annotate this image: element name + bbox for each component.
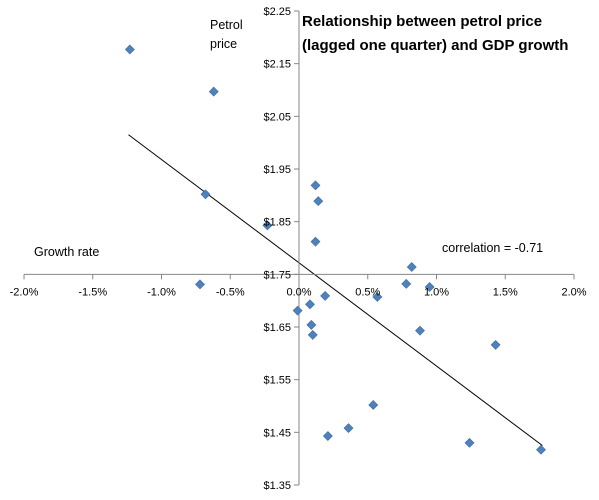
- scatter-point: [372, 292, 383, 302]
- y-axis-title-line-2: price: [210, 37, 237, 51]
- points-layer: [124, 44, 546, 455]
- scatter-point: [292, 305, 303, 316]
- scatter-point: [310, 180, 321, 191]
- scatter-point: [200, 189, 211, 200]
- scatter-point: [208, 86, 219, 97]
- y-tick-label: $2.25: [263, 6, 291, 18]
- chart-title-line-2: (lagged one quarter) and GDP growth: [302, 37, 568, 54]
- x-tick-label: -1.5%: [78, 286, 107, 298]
- scatter-point: [195, 279, 205, 290]
- x-tick-label: 2.0%: [561, 286, 586, 298]
- y-tick-label: $1.95: [263, 164, 291, 176]
- y-axis-title-line-1: Petrol: [210, 18, 243, 32]
- scatter-point: [306, 319, 317, 330]
- tick-labels-layer: -2.0% -1.5% -1.0% -0.5% 0.0% 0.5% 1.0% 1.5% 2.0%…: [10, 6, 587, 492]
- x-axis-title: Growth rate: [34, 245, 99, 259]
- scatter-point: [406, 262, 417, 272]
- scatter-point: [424, 282, 435, 292]
- y-tick-label: $2.15: [263, 59, 291, 71]
- scatter-point: [310, 236, 321, 247]
- scatter-point: [262, 220, 273, 231]
- scatter-point: [307, 329, 318, 340]
- scatter-point: [124, 44, 135, 55]
- correlation-annotation: correlation = -0.71: [442, 241, 543, 255]
- x-tick-label: -2.0%: [10, 286, 39, 298]
- chart-title-line-1: Relationship between petrol price: [302, 13, 542, 30]
- scatter-point: [536, 444, 546, 455]
- y-tick-label: $1.75: [263, 269, 291, 281]
- scatter-point: [490, 339, 501, 350]
- x-tick-label: 0.0%: [286, 286, 311, 298]
- scatter-point: [320, 291, 331, 301]
- y-tick-label: $1.55: [263, 375, 291, 387]
- scatter-point: [464, 437, 475, 448]
- y-tick-label: $2.05: [263, 111, 291, 123]
- x-tick-label: 0.5%: [355, 286, 380, 298]
- y-tick-label: $1.85: [263, 217, 291, 229]
- x-tick-label: -0.5%: [216, 286, 245, 298]
- trendline-layer: [128, 134, 543, 446]
- x-tick-label: 1.0%: [424, 286, 449, 298]
- x-tick-label: -1.0%: [147, 286, 176, 298]
- y-tick-label: $1.45: [263, 427, 291, 439]
- x-tick-label: 1.5%: [493, 286, 518, 298]
- scatter-point: [343, 423, 354, 434]
- scatter-point: [401, 278, 412, 289]
- scatter-point: [415, 325, 425, 336]
- scatter-point: [305, 299, 315, 310]
- y-tick-label: $1.35: [263, 480, 291, 492]
- scatter-point: [368, 400, 379, 410]
- y-tick-label: $1.65: [263, 322, 291, 334]
- trendline: [128, 134, 543, 446]
- scatter-point: [322, 431, 333, 441]
- scatter-point: [313, 196, 324, 207]
- axes-layer: [23, 10, 575, 486]
